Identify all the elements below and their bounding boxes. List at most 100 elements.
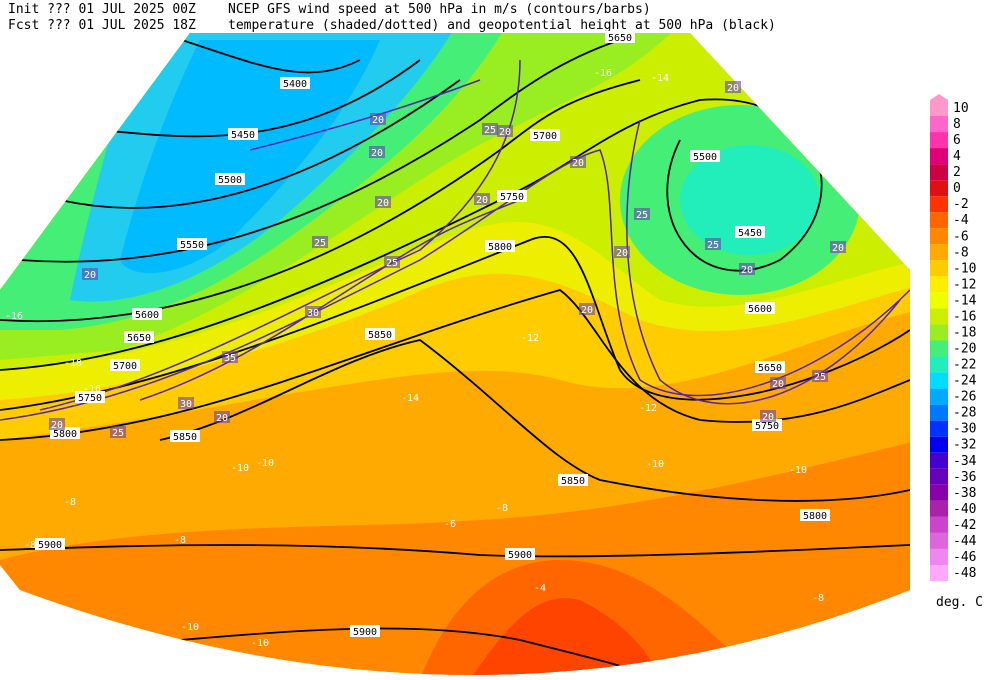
colorbar-swatch [930,212,948,229]
label-box [497,190,527,202]
colorbar-swatch [930,468,948,485]
label-box [177,238,207,250]
label-box [369,146,385,158]
colorbar-label: -2 [953,197,969,212]
colorbar-swatch [930,404,948,421]
wind-label: 25 [112,428,124,439]
label-box [830,241,846,253]
colorbar-label: -10 [953,261,976,276]
label-box [760,410,776,422]
colorbar-swatch [930,260,948,277]
wind-label: 20 [372,115,384,126]
colorbar-arrow [930,94,948,100]
label-box [370,113,386,125]
height-label: 5700 [113,361,137,372]
label-box [215,173,245,185]
wind-label: 25 [814,372,826,383]
height-label: 5500 [218,175,242,186]
colorbar: 1086420-2-4-6-8-10-12-14-16-18-20-22-24-… [930,94,977,582]
height-label: 5800 [488,242,512,253]
colorbar-swatch [930,484,948,501]
colorbar-swatch [930,180,948,197]
colorbar-swatch [930,516,948,533]
height-label: 5900 [38,540,62,551]
label-box [35,538,65,550]
colorbar-label: 0 [953,181,961,196]
temperature-label: -12 [639,403,657,414]
wind-label: 25 [484,125,496,136]
colorbar-label: -36 [953,470,976,485]
temperature-label: -6 [444,519,456,530]
wind-label: 20 [84,270,96,281]
colorbar-label: 4 [953,149,961,164]
colorbar-swatch [930,532,948,549]
colorbar-swatch [930,132,948,149]
temperature-label: -8 [64,497,76,508]
height-label: 5650 [127,333,151,344]
wind-label: 30 [307,308,319,319]
wind-label: 25 [314,238,326,249]
colorbar-swatch [930,340,948,357]
height-label: 5600 [135,310,159,321]
temperature-label: -18 [64,358,82,369]
map-labels: 5400 5450 5500 5550 5600 5650 5700 5750 5800 5850… [5,31,846,649]
height-label: 5650 [608,33,632,44]
wind-label: 35 [224,353,236,364]
colorbar-label: -44 [953,534,977,549]
label-box [690,150,720,162]
temperature-label: -8 [812,593,824,604]
label-box [178,397,194,409]
label-box [505,548,535,560]
height-label: 5850 [368,330,392,341]
colorbar-label: -12 [953,277,976,292]
colorbar-label: -38 [953,486,976,501]
label-box [312,236,328,248]
label-box [739,263,755,275]
colorbar-swatch [930,564,948,582]
height-label: 5700 [533,131,557,142]
height-label: 5450 [738,228,762,239]
wind-label: 20 [772,379,784,390]
wind-label: 20 [581,305,593,316]
wind-label: 20 [499,127,511,138]
label-box [725,81,741,93]
wind-label: 20 [832,243,844,254]
label-box [634,208,650,220]
label-box [485,240,515,252]
label-box [482,123,498,135]
height-label: 5900 [508,550,532,561]
height-label: 5900 [353,627,377,638]
wind-label: 25 [636,210,648,221]
colorbar-swatch [930,436,948,453]
wind-label: 20 [727,83,739,94]
wind-label: 20 [371,148,383,159]
label-box [605,31,635,43]
height-label: 5750 [755,421,779,432]
colorbar-label: -48 [953,566,976,581]
label-box [558,474,588,486]
wind-label: 30 [180,399,192,410]
colorbar-swatch [930,308,948,325]
label-box [530,129,560,141]
label-box [497,125,513,137]
header-subtitle: temperature (shaded/dotted) and geopoten… [228,18,776,33]
colorbar-swatch [930,324,948,341]
colorbar-label: -28 [953,406,976,421]
colorbar-label: -42 [953,518,976,533]
colorbar-label: -30 [953,422,976,437]
temperature-label: -10 [256,458,274,469]
label-box [474,193,490,205]
label-box [82,268,98,280]
label-box [570,156,586,168]
header-fcst: Fcst ??? 01 JUL 2025 18Z [8,18,196,33]
temperature-label: -16 [5,311,23,322]
colorbar-swatch [930,452,948,469]
height-label: 5600 [748,304,772,315]
wind-label: 25 [707,240,719,251]
wind-label: 20 [51,420,63,431]
height-label: 5750 [78,393,102,404]
colorbar-label: -4 [953,213,969,228]
colorbar-swatch [930,500,948,517]
colorbar-label: -32 [953,438,976,453]
